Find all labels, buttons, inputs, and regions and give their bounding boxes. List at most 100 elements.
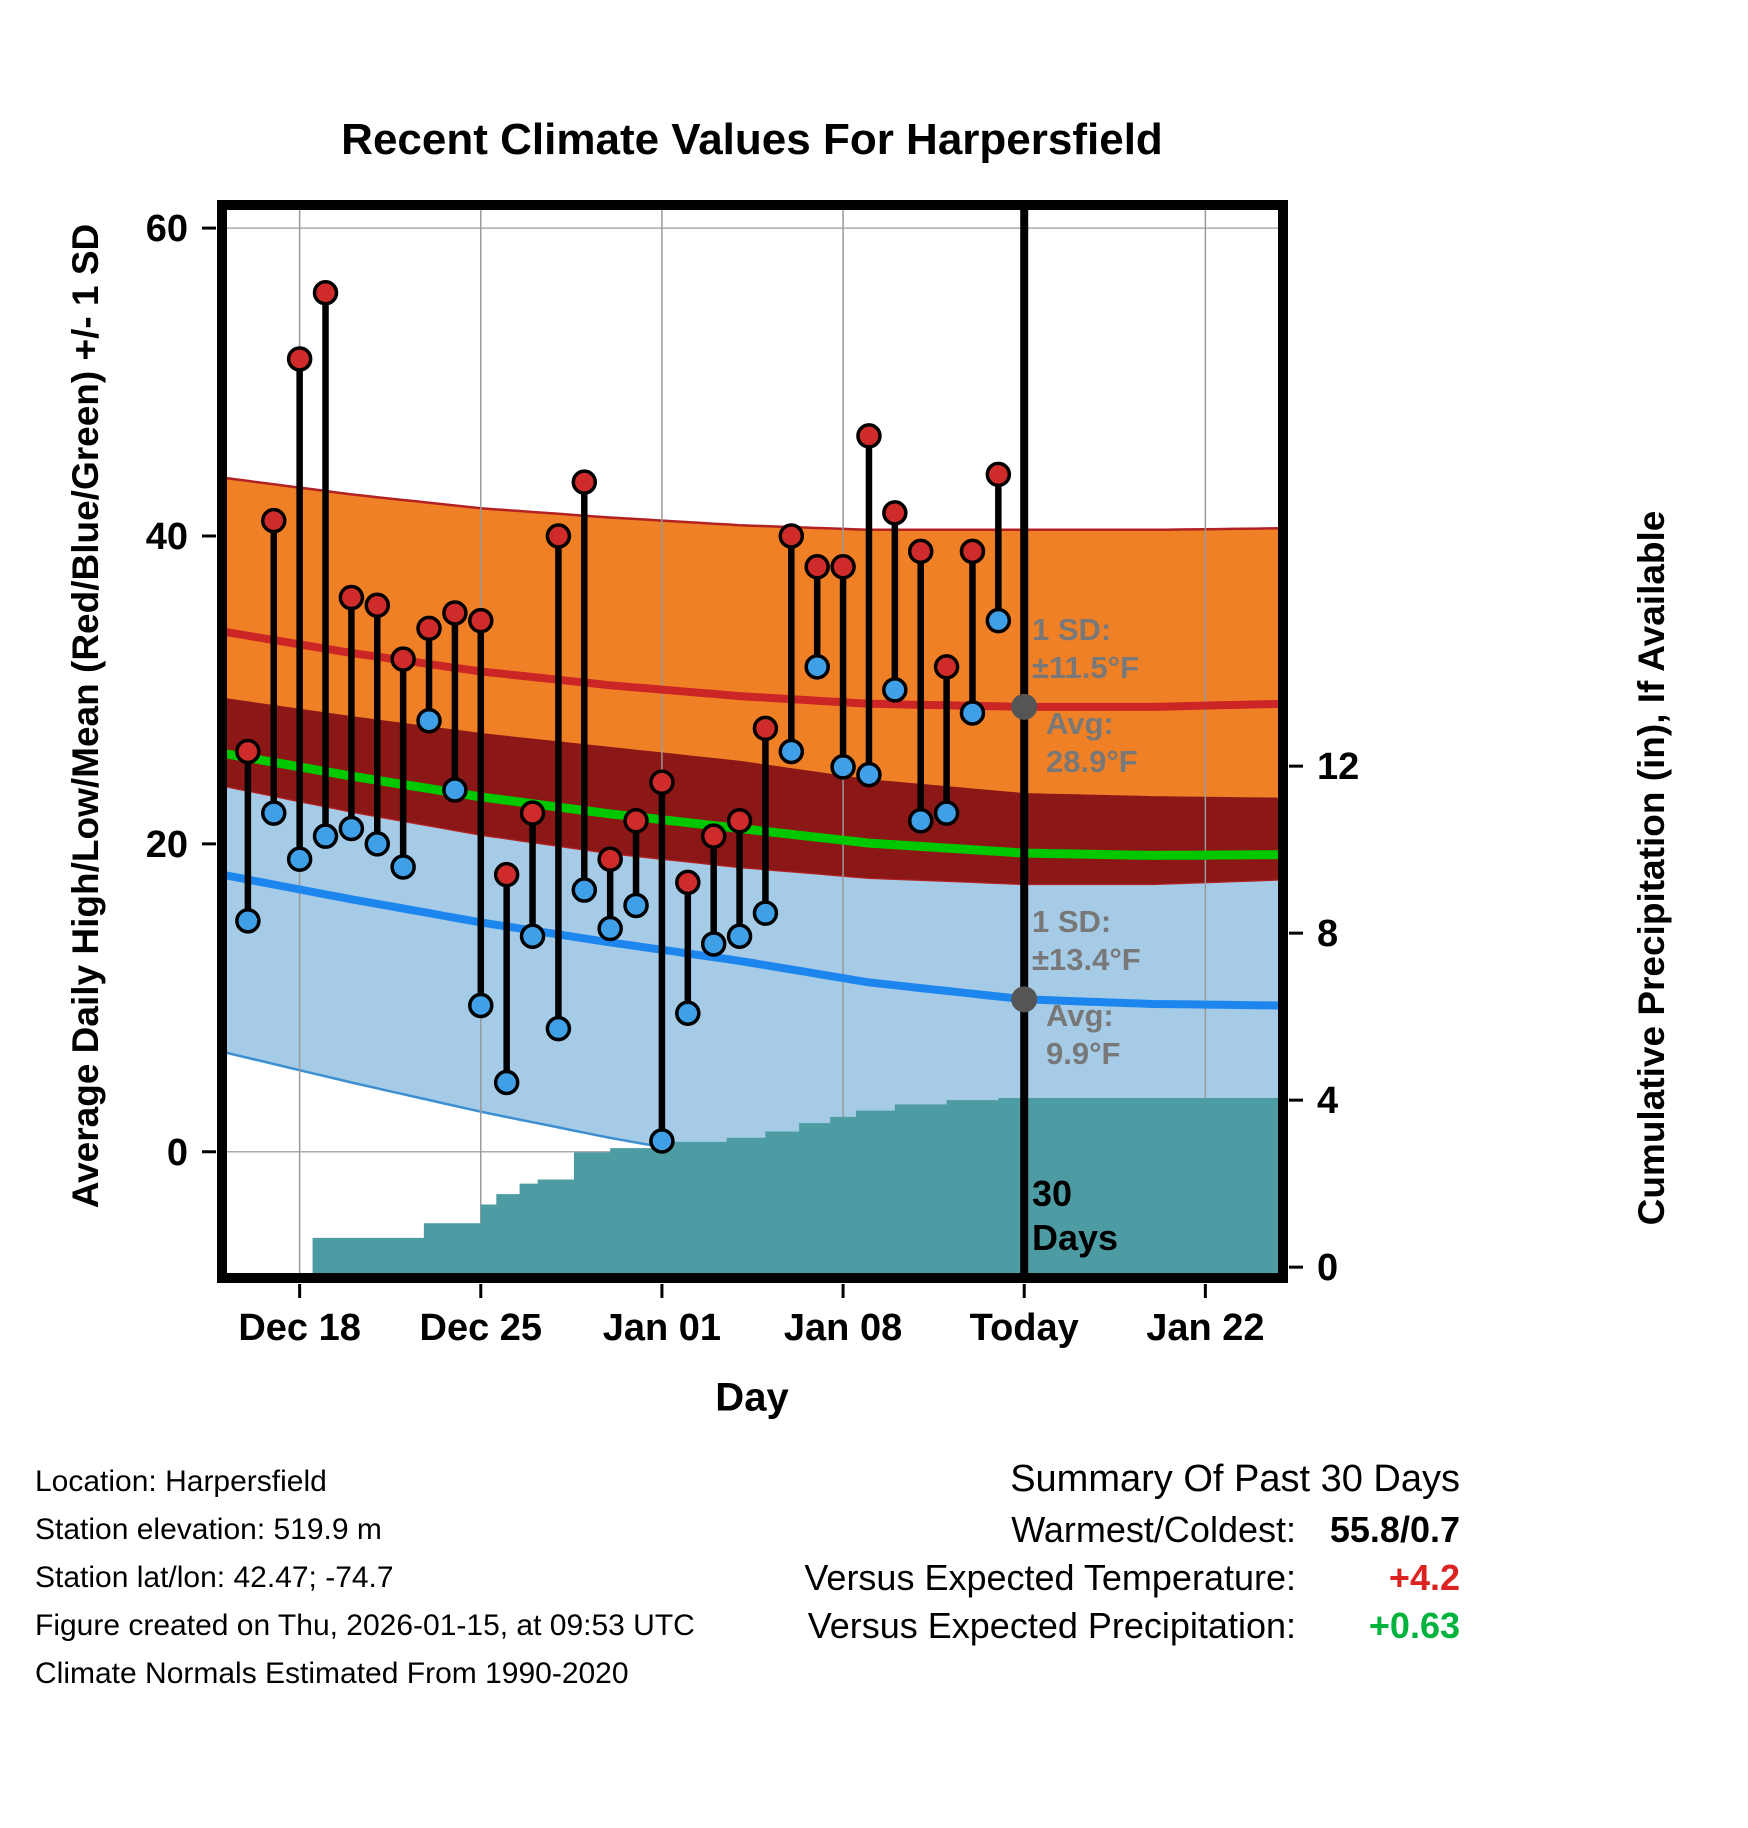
daily-high-dot-dec-23 — [416, 615, 442, 642]
daily-low-dot-dec-28 — [545, 1015, 572, 1042]
high-avg-annotation-value: 28.9°F — [1046, 744, 1138, 779]
summary-row-vs-precipitation: Versus Expected Precipitation: +0.63 — [808, 1602, 1460, 1650]
daily-low-dot-jan-08 — [830, 754, 856, 780]
footer-latlon-line: Station lat/lon: 42.47; -74.7 — [35, 1561, 394, 1594]
figure-metadata: Location: Harpersfield Station elevation… — [35, 1458, 695, 1698]
daily-low-dot-dec-22 — [390, 854, 416, 880]
precip-area — [312, 1098, 1283, 1278]
daily-high-dot-jan-06 — [778, 523, 805, 549]
daily-high-dot-dec-20 — [338, 584, 365, 611]
daily-low-dot-dec-16 — [235, 908, 261, 934]
high-sd-annotation-label: 1 SD: — [1032, 612, 1111, 647]
daily-low-dot-jan-05 — [752, 900, 779, 926]
high-avg-annotation-label: Avg: — [1046, 706, 1114, 741]
chart-generated-layers: 0 20 40 60 0 4 8 12 Dec 18 Dec 25 Jan 01 Jan 08 Toda… — [146, 200, 1359, 1349]
daily-low-dot-jan-14 — [985, 607, 1012, 634]
x-tick-label-dec-18: Dec 18 — [238, 1307, 361, 1349]
daily-low-dot-dec-24 — [442, 777, 468, 803]
summary-label-vs-temperature: Versus Expected Temperature: — [804, 1557, 1296, 1598]
summary-title: Summary Of Past 30 Days — [1010, 1458, 1460, 1500]
daily-low-dot-dec-29 — [571, 877, 598, 903]
y-left-tick-label: 40 — [146, 516, 188, 558]
daily-high-dot-jan-05 — [752, 715, 779, 742]
daily-high-dot-dec-28 — [545, 523, 572, 549]
daily-high-dot-jan-07 — [804, 554, 830, 580]
summary-row-vs-temperature: Versus Expected Temperature: +4.2 — [804, 1554, 1460, 1602]
daily-low-dot-dec-30 — [597, 915, 623, 942]
daily-high-dot-jan-13 — [959, 538, 986, 565]
daily-low-dot-dec-31 — [623, 892, 649, 919]
y-right-tick-label: 4 — [1317, 1080, 1338, 1122]
daily-high-dot-jan-03 — [700, 823, 727, 849]
daily-high-dot-dec-16 — [235, 738, 261, 765]
daily-low-dot-jan-12 — [933, 800, 960, 826]
daily-high-dot-jan-14 — [985, 461, 1012, 488]
daily-high-dot-jan-01 — [649, 769, 675, 796]
today-span-label-line2: Days — [1032, 1217, 1118, 1258]
daily-low-dot-dec-18 — [286, 846, 313, 873]
footer-created-line: Figure created on Thu, 2026-01-15, at 09… — [35, 1609, 695, 1642]
footer-elevation-line: Station elevation: 519.9 m — [35, 1513, 382, 1546]
daily-low-dot-jan-09 — [856, 761, 882, 788]
y-left-tick-label: 0 — [167, 1132, 188, 1174]
x-tick-label-today: Today — [970, 1307, 1079, 1349]
y-right-tick-label: 8 — [1317, 913, 1338, 955]
summary-value-2: +0.63 — [1368, 1605, 1460, 1646]
y-right-tick-label: 12 — [1317, 746, 1359, 788]
low-sd-annotation-label: 1 SD: — [1032, 904, 1111, 939]
high-sd-annotation-value: ±11.5°F — [1032, 650, 1139, 685]
daily-low-dot-dec-26 — [493, 1069, 520, 1096]
daily-low-dot-dec-25 — [468, 992, 494, 1019]
daily-low-dot-dec-21 — [364, 831, 391, 857]
daily-low-dot-dec-23 — [416, 707, 442, 734]
overlap-band — [222, 697, 1283, 884]
low-avg-line — [218, 870, 1287, 1010]
x-tick-label-jan-08: Jan 08 — [784, 1307, 902, 1349]
daily-high-dot-dec-24 — [442, 600, 468, 626]
summary-panel: Summary Of Past 30 Days Warmest/Coldest:… — [804, 1452, 1460, 1650]
high-avg-today-marker — [1011, 693, 1038, 720]
low-avg-annotation-value: 9.9°F — [1046, 1036, 1120, 1071]
daily-low-dot-dec-20 — [338, 815, 365, 842]
x-tick-label-dec-25: Dec 25 — [420, 1307, 543, 1349]
footer-location-line: Location: Harpersfield — [35, 1465, 327, 1498]
daily-high-dot-jan-11 — [907, 538, 934, 565]
daily-low-dot-dec-17 — [261, 800, 287, 826]
x-axis-title: Day — [715, 1375, 789, 1420]
daily-high-dot-dec-26 — [493, 861, 520, 888]
daily-high-dot-dec-27 — [519, 800, 546, 826]
y-right-tick-label: 0 — [1317, 1247, 1338, 1289]
daily-high-dot-dec-21 — [364, 592, 391, 619]
daily-low-dot-jan-01 — [649, 1128, 675, 1154]
daily-low-dot-jan-04 — [726, 923, 753, 949]
daily-high-dot-dec-29 — [571, 469, 598, 495]
x-tick-label-jan-22: Jan 22 — [1146, 1307, 1264, 1349]
y-left-tick-label: 20 — [146, 824, 188, 866]
daily-high-dot-jan-12 — [933, 654, 960, 680]
daily-high-dot-dec-19 — [312, 279, 339, 306]
x-tick-label-jan-01: Jan 01 — [603, 1307, 721, 1349]
daily-high-dot-dec-18 — [286, 346, 313, 372]
summary-value-1: +4.2 — [1388, 1557, 1460, 1598]
footer-normals-line: Climate Normals Estimated From 1990-2020 — [35, 1657, 629, 1690]
daily-high-dot-dec-22 — [390, 646, 416, 672]
daily-high-dot-jan-09 — [856, 423, 882, 449]
daily-high-dot-dec-17 — [261, 507, 287, 534]
daily-low-dot-jan-13 — [959, 700, 986, 726]
normals-annotations: 1 SD: ±11.5°F Avg: 28.9°F 1 SD: ±13.4°F … — [1032, 612, 1141, 1071]
daily-low-dot-jan-06 — [778, 738, 805, 765]
daily-high-dot-dec-25 — [468, 607, 494, 634]
daily-low-dot-jan-10 — [882, 677, 908, 703]
daily-high-dot-jan-02 — [675, 869, 701, 896]
today-span-label-line1: 30 — [1032, 1173, 1072, 1214]
summary-label-vs-precipitation: Versus Expected Precipitation: — [807, 1605, 1296, 1646]
daily-low-dot-jan-11 — [907, 808, 934, 834]
mean-line — [217, 748, 1288, 860]
plot-border — [217, 200, 1288, 1283]
daily-high-dot-jan-04 — [726, 808, 753, 834]
daily-low-dot-jan-03 — [700, 931, 727, 957]
daily-low-dot-jan-07 — [804, 654, 830, 680]
chart-title: Recent Climate Values For Harpersfield — [341, 115, 1163, 164]
summary-label-warmest-coldest: Warmest/Coldest: — [1011, 1509, 1296, 1550]
